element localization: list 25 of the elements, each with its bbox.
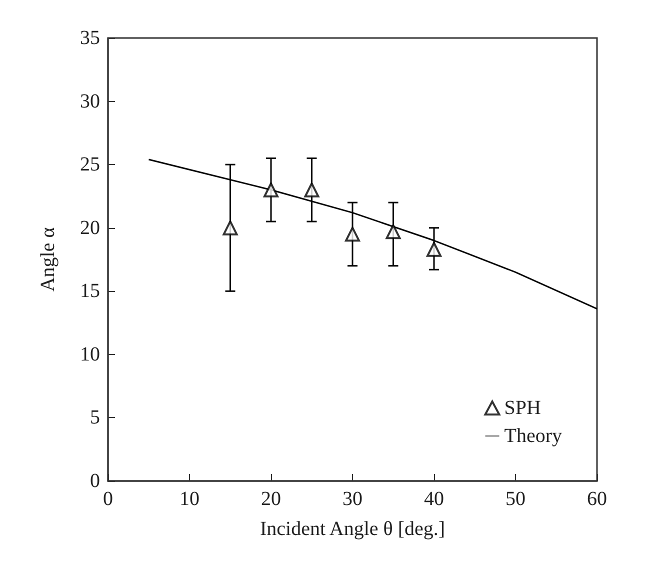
y-tick-label: 5 <box>90 406 100 429</box>
legend-label: SPH <box>504 397 541 419</box>
y-tick-label: 0 <box>90 470 100 492</box>
y-tick-label: 35 <box>80 27 100 49</box>
x-tick-label: 30 <box>342 488 362 510</box>
point <box>304 182 320 198</box>
x-axis-title: Incident Angle θ [deg.] <box>260 518 446 540</box>
x-tick-label: 20 <box>261 488 281 510</box>
point <box>426 242 442 257</box>
y-tick-label: 20 <box>80 216 100 239</box>
y-tick-label: 15 <box>80 280 100 302</box>
point <box>386 224 401 240</box>
y-tick-label: 10 <box>80 343 100 366</box>
y-axis-title: Angle α <box>37 226 59 292</box>
x-tick-label: 50 <box>506 488 526 510</box>
point <box>345 226 360 242</box>
y-tick-label: 30 <box>80 90 100 112</box>
x-tick-label: 40 <box>424 488 444 510</box>
x-tick-label: 60 <box>587 488 607 510</box>
line-series <box>148 158 598 310</box>
y-tick-label: 25 <box>80 154 100 176</box>
point <box>264 182 278 198</box>
legend-label: Theory <box>504 425 562 447</box>
x-tick-label: 10 <box>180 488 200 510</box>
point <box>222 220 238 236</box>
